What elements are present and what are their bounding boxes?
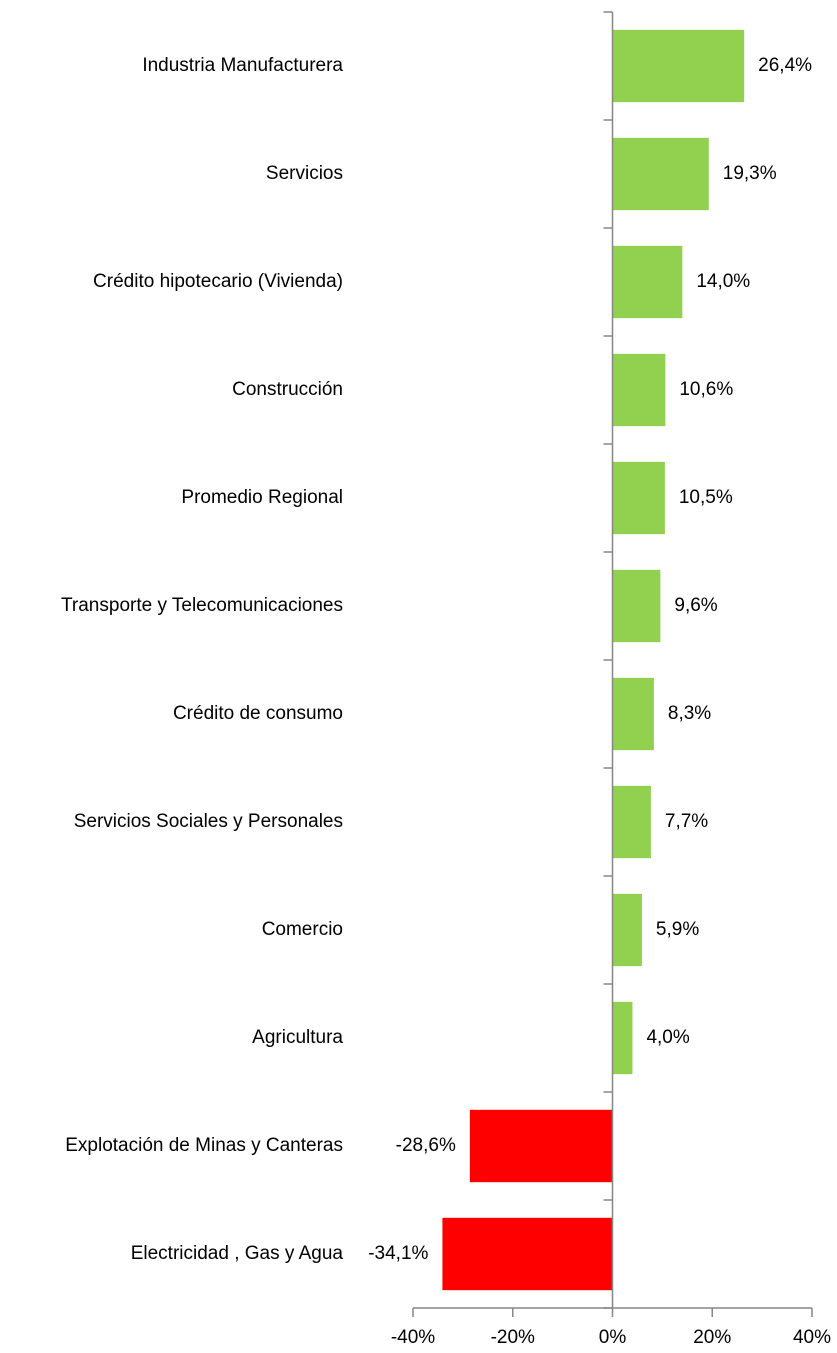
value-label: 7,7% (665, 811, 708, 832)
x-tick-label: 0% (599, 1327, 627, 1348)
value-label: 19,3% (723, 163, 777, 184)
category-label: Servicios (266, 163, 343, 184)
category-label: Comercio (262, 919, 343, 940)
category-label: Crédito de consumo (173, 703, 343, 724)
category-label: Electricidad , Gas y Agua (131, 1243, 344, 1264)
value-label: 4,0% (646, 1027, 689, 1048)
category-label: Explotación de Minas y Canteras (65, 1135, 343, 1156)
bar (612, 1001, 633, 1075)
bar (612, 137, 709, 211)
bar (612, 893, 642, 967)
x-tick-label: -20% (491, 1327, 535, 1348)
bar (612, 461, 665, 535)
value-label: 5,9% (656, 919, 699, 940)
category-label: Servicios Sociales y Personales (74, 811, 343, 832)
category-label: Industria Manufacturera (142, 55, 343, 76)
value-label: -28,6% (396, 1135, 456, 1156)
bar (612, 353, 666, 427)
bar (612, 569, 661, 643)
value-label: 26,4% (758, 55, 812, 76)
bar (612, 29, 745, 103)
value-label: -34,1% (368, 1243, 428, 1264)
bar (612, 677, 654, 751)
value-label: 9,6% (674, 595, 717, 616)
value-label: 10,6% (679, 379, 733, 400)
value-label: 8,3% (668, 703, 711, 724)
x-tick-label: 40% (793, 1327, 831, 1348)
bar (612, 785, 651, 859)
category-label: Crédito hipotecario (Vivienda) (93, 271, 343, 292)
category-label: Construcción (232, 379, 343, 400)
bar (469, 1109, 613, 1183)
x-tick-label: -40% (391, 1327, 435, 1348)
category-label: Promedio Regional (181, 487, 343, 508)
category-label: Transporte y Telecomunicaciones (61, 595, 343, 616)
category-label: Agricultura (252, 1027, 343, 1048)
value-label: 10,5% (679, 487, 733, 508)
value-label: 14,0% (696, 271, 750, 292)
bar (442, 1217, 613, 1291)
bar (612, 245, 683, 319)
x-tick-label: 20% (693, 1327, 731, 1348)
